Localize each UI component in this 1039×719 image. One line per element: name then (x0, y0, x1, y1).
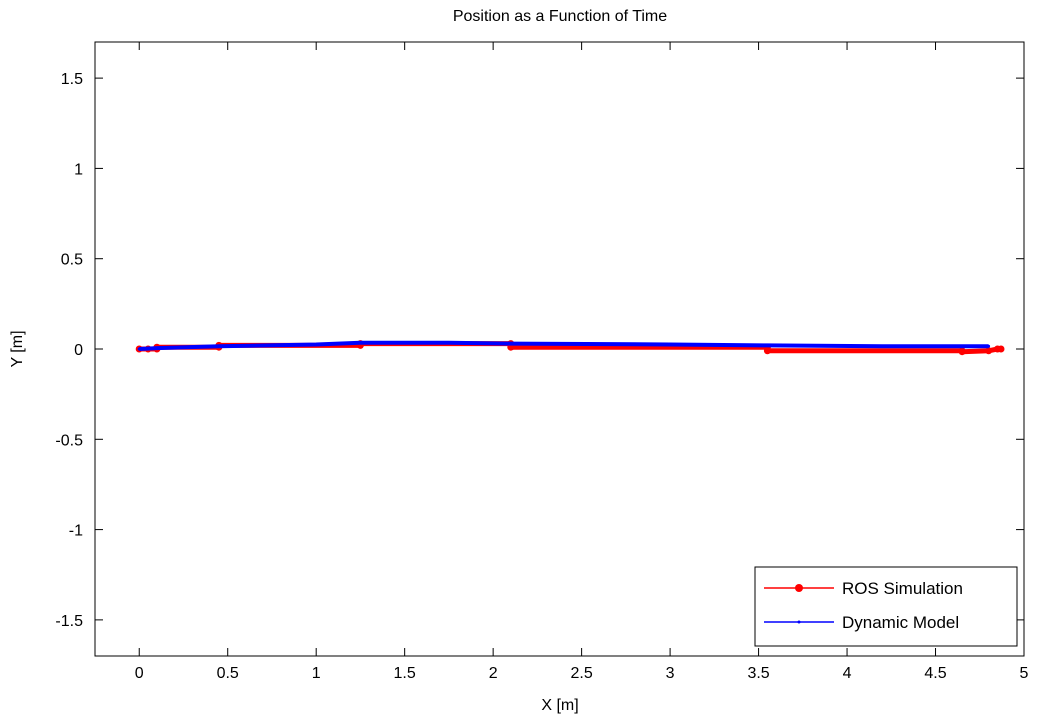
x-tick-label: 3 (666, 665, 675, 682)
x-tick-label: 2.5 (570, 665, 592, 682)
data-point-dynamic-model (155, 346, 159, 350)
y-axis-ticks: 1.5 1 0.5 0 -0.5 -1 -1.5 (55, 71, 1024, 630)
data-point-dynamic-model (509, 342, 513, 346)
data-point-ros-simulation (763, 347, 771, 355)
data-point-dynamic-model (765, 343, 769, 347)
y-tick-label: 0.5 (61, 252, 83, 269)
data-point-ros-simulation (958, 348, 966, 356)
x-tick-label: 1 (312, 665, 321, 682)
legend-swatch-marker (795, 584, 803, 592)
legend-label-dynamic-model: Dynamic Model (842, 613, 959, 632)
x-tick-label: 3.5 (747, 665, 769, 682)
data-point-ros-simulation (997, 345, 1005, 353)
y-tick-label: -1 (69, 523, 83, 540)
x-tick-label: 0 (135, 665, 144, 682)
data-point-dynamic-model (314, 343, 318, 346)
data-point-dynamic-model (217, 344, 221, 348)
data-point-dynamic-model (137, 347, 141, 351)
chart-title: Position as a Function of Time (453, 8, 667, 25)
series-layer (135, 340, 1005, 356)
x-tick-label: 5 (1020, 665, 1029, 682)
x-tick-label: 4.5 (924, 665, 946, 682)
legend-swatch-marker (797, 620, 801, 624)
y-tick-label: 1 (74, 161, 83, 178)
legend-box (754, 566, 1018, 647)
x-tick-label: 0.5 (217, 665, 239, 682)
y-tick-label: 0 (74, 342, 83, 359)
legend: ROS Simulation Dynamic Model (754, 566, 1018, 647)
legend-entry-dynamic-model: Dynamic Model (764, 613, 959, 632)
y-tick-label: -1.5 (55, 613, 83, 630)
y-axis-label: Y [m] (9, 330, 26, 367)
data-point-dynamic-model (987, 344, 991, 348)
y-tick-label: 1.5 (61, 71, 83, 88)
y-tick-label: -0.5 (55, 432, 83, 449)
x-tick-label: 4 (843, 665, 852, 682)
data-point-dynamic-model (880, 344, 884, 348)
legend-label-ros-simulation: ROS Simulation (842, 579, 963, 598)
data-point-dynamic-model (668, 343, 672, 346)
data-point-dynamic-model (447, 341, 451, 345)
data-point-dynamic-model (358, 341, 362, 345)
legend-entry-ros-simulation: ROS Simulation (764, 579, 963, 598)
x-tick-label: 1.5 (394, 665, 416, 682)
data-point-ros-simulation (985, 347, 993, 355)
x-axis-label: X [m] (541, 697, 578, 714)
x-tick-label: 2 (489, 665, 498, 682)
x-axis-ticks: 0 0.5 1 1.5 2 2.5 3 3.5 4 4.5 5 (135, 42, 1029, 682)
